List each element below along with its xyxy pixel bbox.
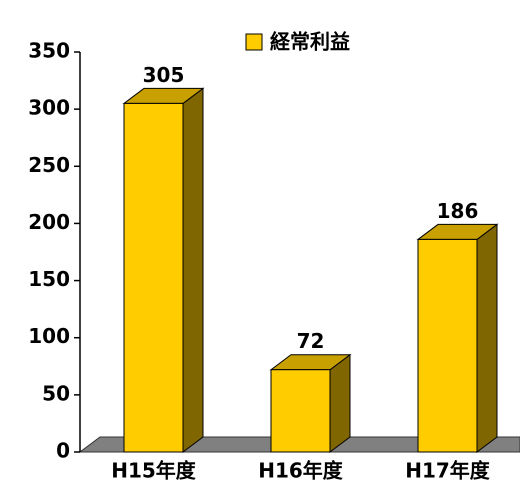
y-tick-label: 350 [28,39,70,63]
bar-side [476,223,498,453]
x-tick-label: H15年度 [111,459,197,483]
bar-front [417,238,478,453]
bar [269,353,352,453]
bar-front [270,369,331,453]
y-tick-label: 0 [56,439,70,463]
data-label: 186 [437,199,479,223]
bar-side [329,353,351,453]
bar-front [123,102,184,453]
x-tick-label: H16年度 [258,459,344,483]
y-tick-label: 200 [28,210,70,234]
data-label: 72 [297,329,325,353]
y-tick-label: 150 [28,267,70,291]
y-tick-label: 50 [42,381,70,405]
legend-label: 経常利益 [270,30,350,54]
y-tick-label: 100 [28,324,70,348]
bar [416,223,499,453]
x-tick-label: H17年度 [405,459,491,483]
bar [122,87,205,453]
bar-side [182,87,204,453]
y-tick-label: 300 [28,96,70,120]
y-tick-label: 250 [28,153,70,177]
data-label: 305 [143,63,185,87]
legend-swatch [245,33,263,51]
